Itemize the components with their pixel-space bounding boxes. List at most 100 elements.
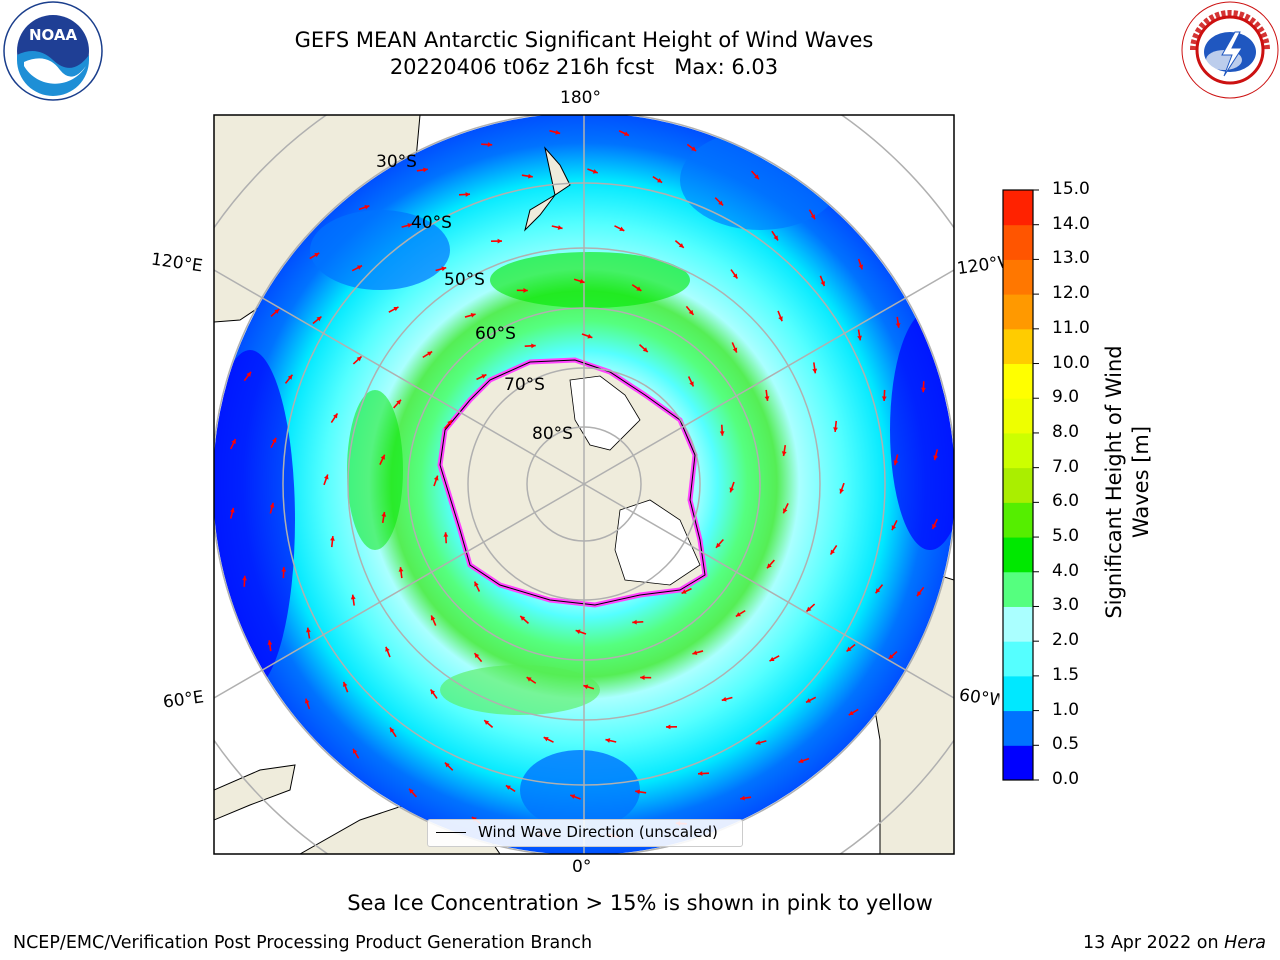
wave-direction-arrowhead [352, 748, 358, 754]
wave-direction-arrowhead [274, 309, 280, 314]
colorbar-tick-label: 0.0 [1052, 769, 1080, 789]
wave-direction-arrowhead [481, 374, 487, 379]
wave-direction-arrowhead [587, 333, 593, 339]
wave-direction-arrowhead [575, 629, 581, 635]
colorbar-segment [1003, 224, 1033, 260]
wave-direction-arrowhead [330, 536, 335, 541]
colorbar-segment [1003, 328, 1033, 365]
wave-direction-arrowhead [781, 451, 787, 456]
colorbar-tick-label: 8.0 [1052, 421, 1080, 442]
wave-direction-arrowhead [447, 420, 452, 426]
wave-direction-arrowhead [806, 606, 812, 612]
wave-direction-arrowhead [407, 223, 413, 228]
wave-direction-arrowhead [555, 130, 561, 135]
wave-direction-arrowhead [691, 146, 697, 151]
wave-direction-arrowhead [767, 563, 772, 569]
lon-label-0: 0° [572, 857, 592, 877]
wave-direction-arrowhead [484, 720, 490, 725]
colorbar-segment [1003, 363, 1033, 399]
wave-direction-arrowhead [441, 266, 447, 272]
colorbar-segment [1003, 259, 1033, 295]
wave-direction-arrowhead [833, 427, 838, 432]
lat-label-40s: 40°S [411, 213, 452, 233]
wave-direction-arrowhead [858, 264, 864, 270]
wave-direction-arrowhead [857, 335, 862, 341]
colorbar-tick-label: 5.0 [1052, 526, 1080, 547]
colorbar-segment [1003, 190, 1033, 226]
wave-direction-arrowhead [281, 567, 287, 572]
wave-direction-arrowhead [557, 225, 563, 230]
wave-direction-arrowhead [470, 313, 476, 318]
colorbar-label-line1: Significant Height of Wind [1102, 345, 1126, 619]
lat-label-80s: 80°S [532, 424, 573, 444]
ross-ice-shelf [569, 375, 641, 451]
chart-title: GEFS MEAN Antarctic Significant Height o… [294, 28, 874, 52]
wave-direction-arrowhead [505, 785, 511, 790]
wave-direction-arrowhead [810, 214, 816, 220]
wave-direction-arrowhead [719, 431, 725, 436]
wave-direction-arrowhead [778, 316, 783, 322]
wave-direction-arrowhead [657, 178, 663, 183]
wave-direction-arrowhead [729, 487, 735, 493]
wave-direction-arrowhead [231, 439, 236, 445]
wave-direction-arrowhead [398, 567, 404, 572]
wave-direction-arrowhead [933, 455, 938, 461]
wave-direction-arrowhead [764, 396, 770, 401]
wave-direction-arrowhead [783, 508, 788, 514]
colorbar-border [1002, 189, 1034, 781]
wave-direction-arrowhead [342, 681, 348, 687]
wave-direction-arrowhead [893, 460, 899, 466]
wave-direction-arrowhead [474, 653, 480, 659]
legend-label: Wind Wave Direction (unscaled) [478, 823, 718, 841]
wave-direction-arrowhead [497, 238, 503, 244]
wave-direction-arrowhead [665, 724, 671, 730]
colorbar-tick-label: 1.0 [1052, 699, 1080, 720]
wave-direction-arrowhead [433, 475, 439, 481]
wave-direction-arrowhead [716, 542, 721, 548]
wave-direction-arrowhead [583, 684, 589, 690]
sea-ice-caption: Sea Ice Concentration > 15% is shown in … [347, 891, 933, 915]
wave-direction-arrowhead [697, 771, 703, 776]
meridians [214, 115, 954, 854]
footer-date: 13 Apr 2022 on Hera [1083, 933, 1266, 953]
wave-direction-arrowhead [350, 594, 356, 600]
wave-direction-arrowhead [806, 698, 811, 703]
wave-direction-arrowhead [364, 204, 370, 210]
colorbar-tick-label: 2.0 [1052, 630, 1080, 651]
wave-direction-arrowhead [474, 581, 479, 587]
footer-date-text: 13 Apr 2022 on [1083, 933, 1225, 953]
wave-direction-arrowhead [396, 399, 401, 405]
wave-direction-arrowhead [773, 235, 778, 241]
wave-direction-arrowhead [881, 396, 887, 401]
wave-direction-arrowhead [921, 387, 926, 393]
wave-direction-arrowhead [427, 351, 433, 356]
footer-branch: NCEP/EMC/Verification Post Processing Pr… [13, 933, 593, 953]
colorbar-segment [1003, 606, 1033, 642]
colorbar-tick-label: 14.0 [1052, 213, 1090, 234]
wave-direction-arrowhead [635, 789, 640, 795]
colorbar-label: Significant Height of Wind Waves [m] [1101, 332, 1155, 632]
colorbar-segment [1003, 467, 1033, 503]
lat-label-60s: 60°S [475, 324, 516, 344]
wave-direction-arrowhead [390, 727, 395, 733]
wave-direction-arrowhead [619, 226, 625, 231]
wave-direction-arrowhead [430, 615, 436, 621]
wave-direction-arrowhead [830, 549, 835, 555]
wave-direction-arrowhead [592, 169, 598, 174]
wave-direction-arrowhead [721, 696, 727, 702]
wave-direction-arrowhead [623, 131, 629, 136]
colorbar-segment [1003, 571, 1033, 607]
wave-direction-arrowhead [246, 371, 251, 377]
colorbar-tick-label: 3.0 [1052, 595, 1080, 616]
wave-direction-arrowhead [443, 532, 449, 537]
wave-direction-arrowhead [678, 243, 684, 248]
wave-direction-arrowhead [487, 142, 493, 147]
colorbar-tick-label: 1.5 [1052, 664, 1080, 685]
wave-direction-arrowhead [640, 675, 645, 680]
wave-direction-arrowhead [304, 698, 310, 704]
wave-direction-arrowhead [271, 437, 277, 443]
wave-direction-arrowhead [718, 200, 724, 206]
ronne-ice-shelf [614, 499, 701, 586]
wave-direction-arrowhead [314, 252, 320, 258]
